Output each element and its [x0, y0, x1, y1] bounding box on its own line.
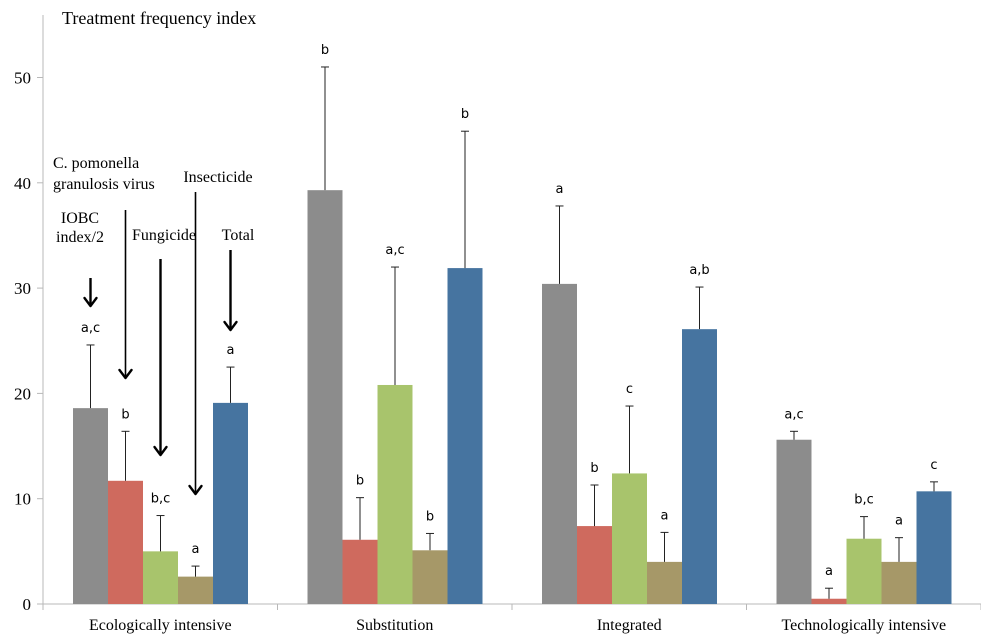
x-category-label: Substitution [356, 617, 433, 634]
annotation-arrow-head [83, 296, 98, 308]
annotation-arrow-head [118, 368, 133, 380]
y-tick-label: 0 [23, 595, 32, 614]
x-category-label: Ecologically intensive [89, 617, 232, 634]
bar [881, 561, 917, 604]
y-tick-label: 40 [14, 174, 31, 193]
bar [916, 491, 952, 604]
bar [682, 329, 717, 604]
significance-label: c [930, 458, 937, 473]
y-tick-label: 20 [14, 384, 31, 403]
x-category-label: Integrated [597, 617, 662, 634]
significance-label: b [321, 43, 329, 58]
bar [377, 384, 413, 604]
significance-label: b [356, 474, 364, 489]
bar [776, 439, 812, 604]
significance-label: b,c [854, 493, 874, 508]
significance-label: b [426, 509, 434, 524]
series-annotation-label: index/2 [56, 229, 104, 246]
x-category-label: Technologically intensive [781, 617, 946, 634]
chart-title: Treatment frequency index [62, 8, 256, 28]
bar [178, 576, 213, 604]
series-annotation-label: C. pomonella [53, 155, 139, 172]
series-annotation-label: Fungicide [132, 227, 196, 244]
bar [143, 551, 178, 604]
bar [811, 598, 847, 604]
significance-label: b,c [151, 492, 171, 507]
significance-label: a,c [784, 407, 803, 422]
series-annotation-label: granulosis virus [53, 176, 155, 193]
y-tick-label: 10 [14, 490, 31, 509]
bar [447, 268, 483, 604]
significance-label: a [556, 182, 564, 197]
bar [647, 561, 682, 604]
bar [73, 408, 108, 604]
y-tick-label: 30 [14, 279, 31, 298]
significance-label: a [192, 542, 200, 557]
annotation-arrow-head [188, 484, 203, 496]
significance-label: a [661, 508, 669, 523]
significance-label: a,c [81, 321, 100, 336]
bar [108, 480, 143, 604]
bar [577, 526, 612, 604]
significance-label: a,b [689, 263, 709, 278]
series-annotation-label: Insecticide [183, 169, 252, 186]
annotation-arrow-head [153, 445, 168, 457]
bar [612, 473, 647, 604]
significance-label: c [626, 382, 633, 397]
significance-label: a [227, 343, 235, 358]
significance-label: a [825, 564, 833, 579]
series-annotation-label: Total [222, 227, 255, 244]
bar [342, 539, 378, 604]
series-annotation-label: IOBC [61, 210, 99, 227]
y-tick-label: 50 [14, 69, 31, 88]
significance-label: a,c [385, 243, 404, 258]
annotation-arrow-head [223, 320, 238, 332]
significance-label: b [590, 461, 598, 476]
significance-label: b [461, 107, 469, 122]
bar [542, 283, 577, 604]
bar [412, 550, 448, 604]
bar [307, 190, 343, 604]
significance-label: b [121, 407, 129, 422]
significance-label: a [895, 514, 903, 529]
bar [213, 402, 248, 604]
bar [846, 538, 882, 604]
